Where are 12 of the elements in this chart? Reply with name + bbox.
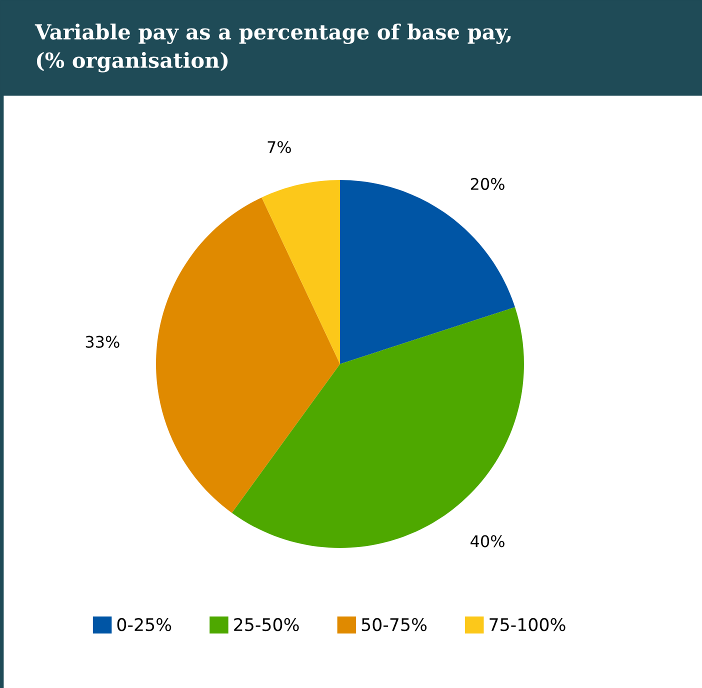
chart-title: Variable pay as a percentage of base pay, (% organisation)	[34, 24, 511, 72]
legend-label: 75-100%	[490, 618, 566, 632]
data-label: 40%	[470, 535, 504, 548]
pie-slice	[156, 198, 340, 513]
pie-slice	[232, 307, 524, 548]
pie-slice	[262, 180, 340, 364]
data-label: 7%	[268, 141, 291, 154]
legend-label: 50-75%	[362, 618, 427, 632]
legend-label: 0-25%	[117, 618, 172, 632]
data-label: 20%	[470, 178, 504, 190]
data-label: 33%	[86, 336, 120, 348]
legend-label: 25-50%	[234, 618, 299, 632]
